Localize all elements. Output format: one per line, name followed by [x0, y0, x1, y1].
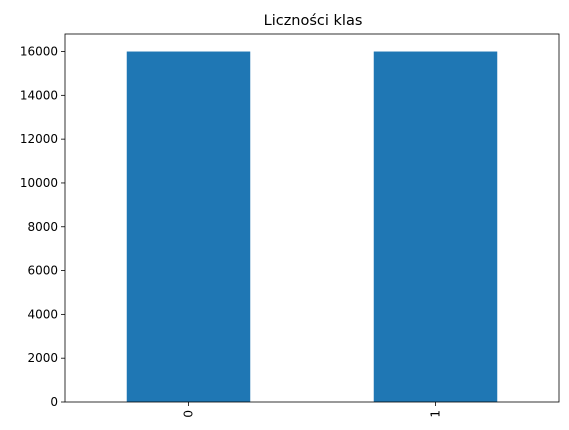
y-axis: 0 2000 4000 6000 8000 10000 12000 14000 16000	[20, 45, 65, 409]
y-tick-label: 10000	[20, 176, 58, 190]
y-tick-label: 6000	[27, 264, 58, 278]
x-tick-label: 1	[429, 410, 443, 418]
bar-0	[126, 51, 251, 403]
y-tick-label: 16000	[20, 45, 58, 59]
bar-1	[373, 51, 498, 403]
y-tick-label: 4000	[27, 307, 58, 321]
y-tick-label: 0	[50, 395, 58, 409]
x-tick-label: 0	[182, 410, 196, 418]
plot-frame	[64, 33, 560, 403]
chart-title: Liczności klas	[264, 13, 363, 29]
y-tick-label: 12000	[20, 132, 58, 146]
y-tick-label: 2000	[27, 351, 58, 365]
bars-group	[126, 51, 498, 403]
y-tick-label: 14000	[20, 88, 58, 102]
y-tick-label: 8000	[27, 220, 58, 234]
